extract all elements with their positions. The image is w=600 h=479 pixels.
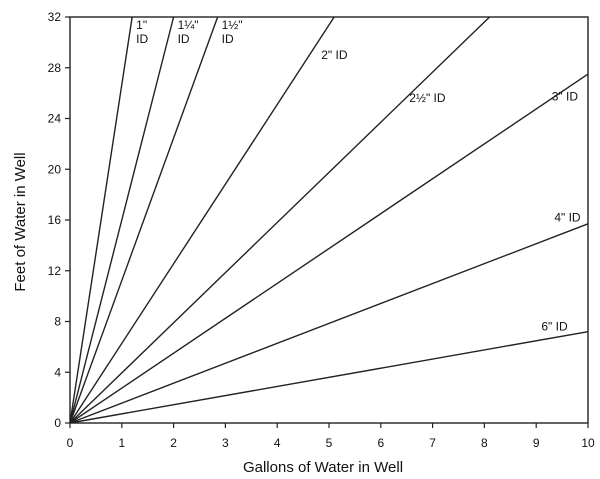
series-label: 1" ID	[136, 18, 148, 46]
y-tick-label: 20	[48, 162, 62, 176]
series-label: 4" ID	[554, 210, 581, 224]
series-label-line: 1¼"	[178, 18, 199, 32]
series-line	[69, 16, 219, 424]
x-tick-label: 7	[429, 436, 436, 450]
x-tick-label: 3	[222, 436, 229, 450]
x-tick-label: 0	[67, 436, 74, 450]
series-label: 2½" ID	[409, 91, 446, 105]
x-tick-label: 4	[274, 436, 281, 450]
series-line	[69, 330, 589, 424]
series-label-line: ID	[222, 32, 234, 46]
plot-area	[69, 16, 589, 424]
series-label-line: 4" ID	[554, 210, 581, 224]
series-label-line: 2½" ID	[409, 91, 446, 105]
x-tick-label: 1	[118, 436, 125, 450]
series-line	[69, 73, 589, 424]
y-tick-label: 12	[48, 264, 62, 278]
series-line	[69, 16, 491, 424]
series-line	[69, 223, 589, 424]
x-tick-label: 5	[326, 436, 333, 450]
series-layer	[69, 16, 589, 424]
y-tick-label: 28	[48, 61, 62, 75]
series-label: 6" ID	[541, 319, 568, 333]
series-label: 3" ID	[552, 90, 579, 104]
y-tick-label: 32	[48, 10, 62, 24]
y-axis-title: Feet of Water in Well	[12, 152, 29, 291]
plot-frame	[69, 16, 589, 424]
x-tick-label: 9	[533, 436, 540, 450]
series-line	[69, 16, 133, 424]
y-tick-label: 16	[48, 213, 62, 227]
y-tick-label: 4	[54, 365, 61, 379]
x-tick-label: 8	[481, 436, 488, 450]
series-label-line: 1½"	[222, 18, 243, 32]
series-label-line: ID	[136, 32, 148, 46]
series-label: 1½" ID	[222, 18, 243, 46]
x-tick-label: 2	[170, 436, 177, 450]
series-label: 1¼" ID	[178, 18, 199, 46]
series-line	[69, 16, 335, 424]
series-label-line: 6" ID	[541, 319, 568, 333]
x-axis-title: Gallons of Water in Well	[243, 459, 403, 476]
series-label-line: 3" ID	[552, 90, 579, 104]
y-tick-label: 8	[54, 315, 61, 329]
series-label-line: 2" ID	[321, 48, 348, 62]
series-label-line: ID	[178, 32, 190, 46]
y-tick-label: 0	[54, 416, 61, 430]
y-tick-label: 24	[48, 112, 62, 126]
series-label-line: 1"	[136, 18, 147, 32]
x-axis-ticks: 0 1 2 3 4 5 6 7 8 9 10	[67, 423, 595, 450]
x-tick-label: 6	[377, 436, 384, 450]
series-line	[69, 16, 175, 424]
series-label: 2" ID	[321, 48, 348, 62]
y-axis-ticks: 0 4 8 12 16 20 24 28 32	[48, 10, 70, 430]
x-tick-label: 10	[581, 436, 595, 450]
